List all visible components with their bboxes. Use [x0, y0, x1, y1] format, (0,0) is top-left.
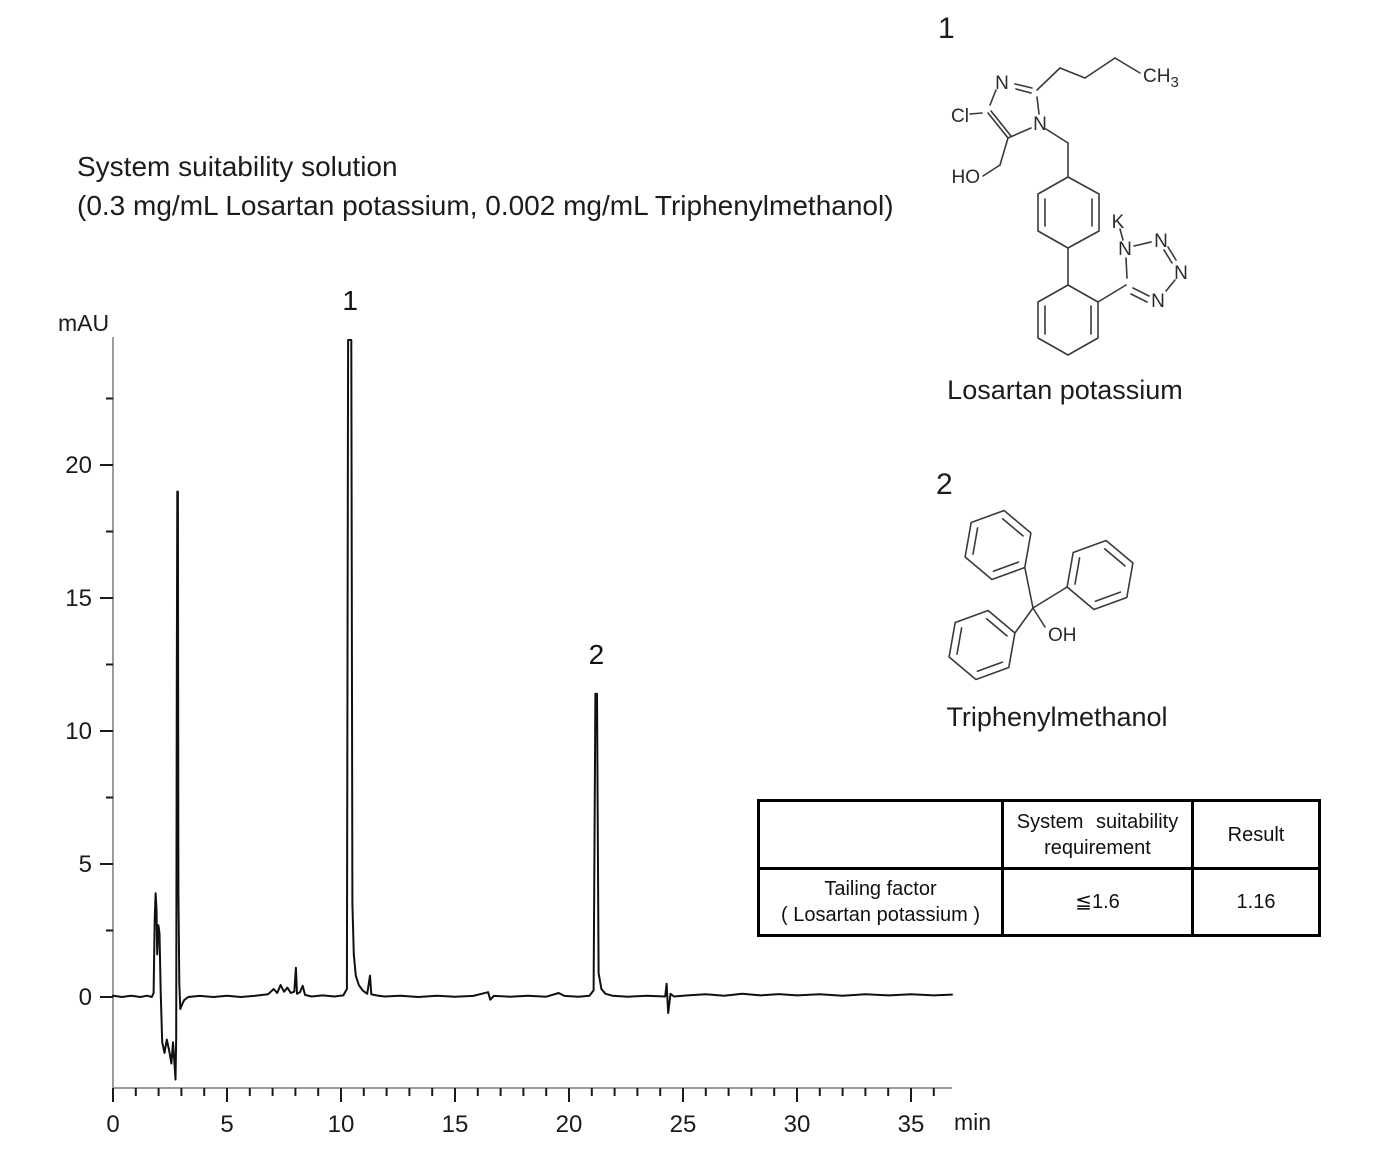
table-header-row: System suitability requirement Result — [757, 799, 1321, 870]
y-axis-unit-label: mAU — [58, 310, 109, 336]
phenyl-ring-right — [1066, 539, 1134, 611]
x-tick-label: 20 — [556, 1111, 583, 1138]
x-tick-label: 30 — [784, 1111, 811, 1138]
header-result-cell: Result — [1191, 799, 1321, 870]
imidazole-ring: N N — [987, 73, 1047, 139]
system-suitability-table: System suitability requirement Result Ta… — [757, 799, 1321, 937]
tetrazole-n2-label: N — [1154, 231, 1168, 252]
imidazole-n3-label: N — [995, 73, 1009, 94]
row-result-cell: 1.16 — [1191, 867, 1321, 937]
y-tick-label: 20 — [65, 452, 92, 479]
chromatogram-trace — [112, 339, 953, 1081]
tetrazole-ring: K N N N N — [1097, 212, 1188, 312]
structure-2-number: 2 — [936, 468, 953, 501]
y-tick-label: 15 — [65, 585, 92, 612]
title-line-1: System suitability solution — [77, 151, 398, 182]
central-carbon-bonds — [1014, 566, 1068, 634]
imidazole-n1-label: N — [1033, 114, 1047, 135]
header-requirement-cell: System suitability requirement — [1001, 799, 1194, 870]
peak-label-2: 2 — [589, 639, 605, 670]
ch3-label: CH3 — [1143, 66, 1179, 91]
hydroxymethyl-group: HO — [952, 137, 1009, 188]
losartan-structure-diagram: 1 N N Cl HO CH3 — [938, 12, 1188, 405]
ho-label: HO — [952, 167, 981, 188]
triphenylmethanol-caption: Triphenylmethanol — [946, 702, 1167, 732]
figure-title: System suitability solution (0.3 mg/mL L… — [77, 147, 894, 225]
ortho-phenyl-ring — [1037, 284, 1099, 356]
chloro-substituent: Cl — [951, 106, 983, 127]
header-empty-cell — [757, 799, 1004, 870]
cl-label: Cl — [951, 106, 969, 127]
row-requirement-cell: ≦1.6 — [1001, 867, 1194, 937]
tetrazole-n3-label: N — [1174, 263, 1188, 284]
oh-label: OH — [1048, 625, 1077, 646]
y-tick-label: 10 — [65, 718, 92, 745]
header-requirement-line1: System suitability — [1016, 810, 1179, 833]
row-name-line2: ( Losartan potassium ) — [781, 904, 980, 926]
losartan-caption: Losartan potassium — [947, 375, 1183, 405]
x-tick-label: 10 — [328, 1111, 355, 1138]
phenyl-ring-upper-left — [964, 509, 1032, 581]
x-tick-label: 0 — [106, 1111, 119, 1138]
y-tick-label: 0 — [79, 984, 92, 1011]
tetrazole-n1-label: N — [1118, 239, 1132, 260]
structure-1-number: 1 — [938, 12, 955, 45]
x-tick-label: 15 — [442, 1111, 469, 1138]
header-requirement-line2: requirement — [1044, 836, 1151, 859]
x-tick-label: 25 — [670, 1111, 697, 1138]
peak-label-1: 1 — [342, 285, 358, 316]
benzyl-linker — [1045, 128, 1069, 178]
phenyl-ring-lower-left — [948, 609, 1016, 681]
x-tick-label: 35 — [898, 1111, 925, 1138]
x-axis-unit-label: min — [954, 1109, 991, 1135]
row-name-cell: Tailing factor ( Losartan potassium ) — [757, 867, 1004, 937]
chromatogram-plot: 0 5 10 15 20 0 5 10 15 20 25 30 35 mAU min 1 2 — [58, 285, 991, 1138]
x-tick-label: 5 — [220, 1111, 233, 1138]
butyl-chain: CH3 — [1036, 57, 1179, 91]
y-tick-label: 5 — [79, 851, 92, 878]
phenylene-ring — [1037, 176, 1100, 249]
title-line-2: (0.3 mg/mL Losartan potassium, 0.002 mg/… — [77, 190, 894, 221]
triphenylmethanol-structure-diagram: 2 OH Triphenylmethanol — [936, 468, 1168, 732]
table-row-tailing-factor: Tailing factor ( Losartan potassium ) ≦1… — [757, 867, 1321, 937]
row-name-line1: Tailing factor — [824, 878, 937, 900]
potassium-label: K — [1112, 212, 1125, 233]
tetrazole-n4-label: N — [1151, 291, 1165, 312]
